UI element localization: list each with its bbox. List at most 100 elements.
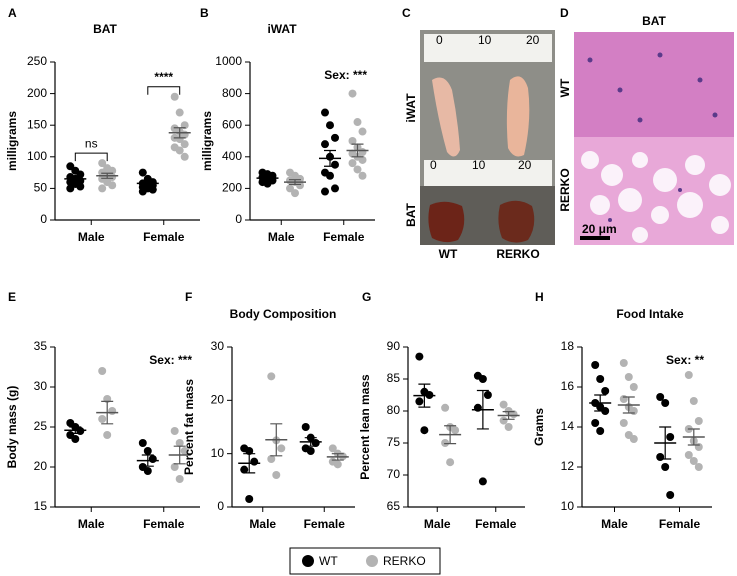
data-point bbox=[353, 165, 362, 174]
ruler-label: 10 bbox=[478, 33, 492, 47]
x-tick-label: Male bbox=[268, 230, 295, 244]
data-point bbox=[619, 419, 628, 427]
data-point bbox=[478, 477, 487, 486]
data-point bbox=[175, 108, 184, 117]
data-point bbox=[143, 447, 152, 455]
y-tick-label: 90 bbox=[387, 339, 401, 353]
data-point bbox=[441, 403, 450, 412]
data-point bbox=[170, 463, 179, 471]
data-point bbox=[619, 359, 628, 367]
x-tick-label: Male bbox=[601, 517, 628, 531]
data-point bbox=[76, 182, 85, 191]
error-bar bbox=[141, 454, 154, 467]
data-point bbox=[415, 397, 424, 406]
error-bar bbox=[270, 423, 283, 457]
error-bar bbox=[101, 172, 114, 179]
data-point bbox=[596, 427, 605, 435]
y-tick-label: 100 bbox=[27, 149, 47, 163]
data-point bbox=[629, 435, 638, 443]
data-point bbox=[619, 395, 628, 403]
error-bar bbox=[418, 383, 431, 408]
data-point bbox=[306, 447, 315, 455]
data-point bbox=[661, 399, 670, 407]
y-tick-label: 25 bbox=[34, 419, 48, 433]
x-tick-label: Female bbox=[475, 517, 517, 531]
significance-bracket bbox=[147, 86, 181, 95]
panel-letter: F bbox=[185, 290, 192, 304]
x-tick-label: Female bbox=[143, 230, 185, 244]
y-tick-label: 200 bbox=[222, 181, 242, 195]
panel-letter: H bbox=[535, 290, 544, 304]
y-tick-label: 18 bbox=[561, 339, 575, 353]
y-tick-label: 15 bbox=[34, 499, 48, 513]
data-point bbox=[301, 423, 310, 431]
data-point bbox=[446, 458, 455, 467]
y-tick-label: 12 bbox=[561, 459, 575, 473]
error-bar bbox=[324, 149, 336, 167]
error-bar bbox=[476, 389, 489, 430]
data-point bbox=[331, 184, 339, 193]
ruler-label: 0 bbox=[436, 33, 443, 47]
data-point bbox=[358, 127, 367, 136]
data-point bbox=[624, 373, 633, 381]
data-point bbox=[694, 463, 703, 471]
data-point bbox=[321, 108, 329, 117]
data-point bbox=[296, 181, 304, 190]
significance-bracket bbox=[74, 152, 108, 162]
side-label: RERKO bbox=[558, 168, 572, 211]
annotation: Sex: ** bbox=[666, 353, 704, 367]
y-tick-label: 50 bbox=[34, 181, 48, 195]
data-point bbox=[108, 181, 117, 190]
x-tick-label: Male bbox=[424, 517, 451, 531]
data-point bbox=[629, 383, 638, 391]
error-bar bbox=[659, 426, 672, 460]
error-bar bbox=[261, 175, 274, 181]
legend-swatch bbox=[366, 555, 378, 567]
x-tick-label: Female bbox=[323, 230, 365, 244]
data-point bbox=[694, 417, 703, 425]
data-point bbox=[138, 187, 147, 196]
data-point bbox=[175, 475, 184, 483]
data-point bbox=[591, 419, 600, 427]
y-tick-label: 85 bbox=[387, 371, 401, 385]
y-tick-label: 80 bbox=[387, 403, 401, 417]
data-point bbox=[348, 137, 357, 145]
y-tick-label: 0 bbox=[235, 212, 242, 226]
y-tick-label: 800 bbox=[222, 86, 242, 100]
data-point bbox=[311, 439, 320, 447]
data-point bbox=[661, 463, 670, 471]
data-point bbox=[331, 133, 339, 142]
data-point bbox=[321, 140, 329, 149]
data-point bbox=[596, 375, 605, 383]
error-bar bbox=[69, 175, 82, 183]
data-point bbox=[175, 439, 184, 447]
x-tick-label: Female bbox=[659, 517, 701, 531]
x-tick-label: Male bbox=[78, 517, 105, 531]
photo-c: 0 10 20 0 10 20 iWAT BAT WT RERKO C bbox=[402, 6, 555, 261]
data-point bbox=[286, 184, 294, 193]
x-tick-label: Male bbox=[78, 230, 105, 244]
y-tick-label: 16 bbox=[561, 379, 575, 393]
data-point bbox=[98, 184, 107, 193]
histology-d: BAT WT RERKO 20 μm D bbox=[558, 6, 734, 245]
data-point bbox=[328, 444, 337, 453]
data-point bbox=[291, 189, 299, 198]
data-point bbox=[689, 397, 698, 405]
chart-title: Body Composition bbox=[230, 307, 337, 321]
data-point bbox=[138, 439, 147, 447]
data-point bbox=[148, 455, 157, 463]
y-tick-label: 35 bbox=[34, 339, 48, 353]
annotation: Sex: *** bbox=[149, 353, 192, 367]
y-tick-label: 30 bbox=[34, 379, 48, 393]
error-bar bbox=[243, 453, 256, 474]
data-point bbox=[267, 372, 276, 381]
data-point bbox=[108, 407, 117, 415]
y-tick-label: 20 bbox=[34, 459, 48, 473]
y-tick-label: 70 bbox=[387, 467, 401, 481]
bottom-label: WT bbox=[439, 247, 458, 261]
ruler-label: 20 bbox=[518, 158, 532, 172]
x-tick-label: Female bbox=[304, 517, 346, 531]
y-axis-label: milligrams bbox=[200, 111, 214, 171]
side-label: iWAT bbox=[404, 93, 418, 123]
x-tick-label: Male bbox=[249, 517, 276, 531]
